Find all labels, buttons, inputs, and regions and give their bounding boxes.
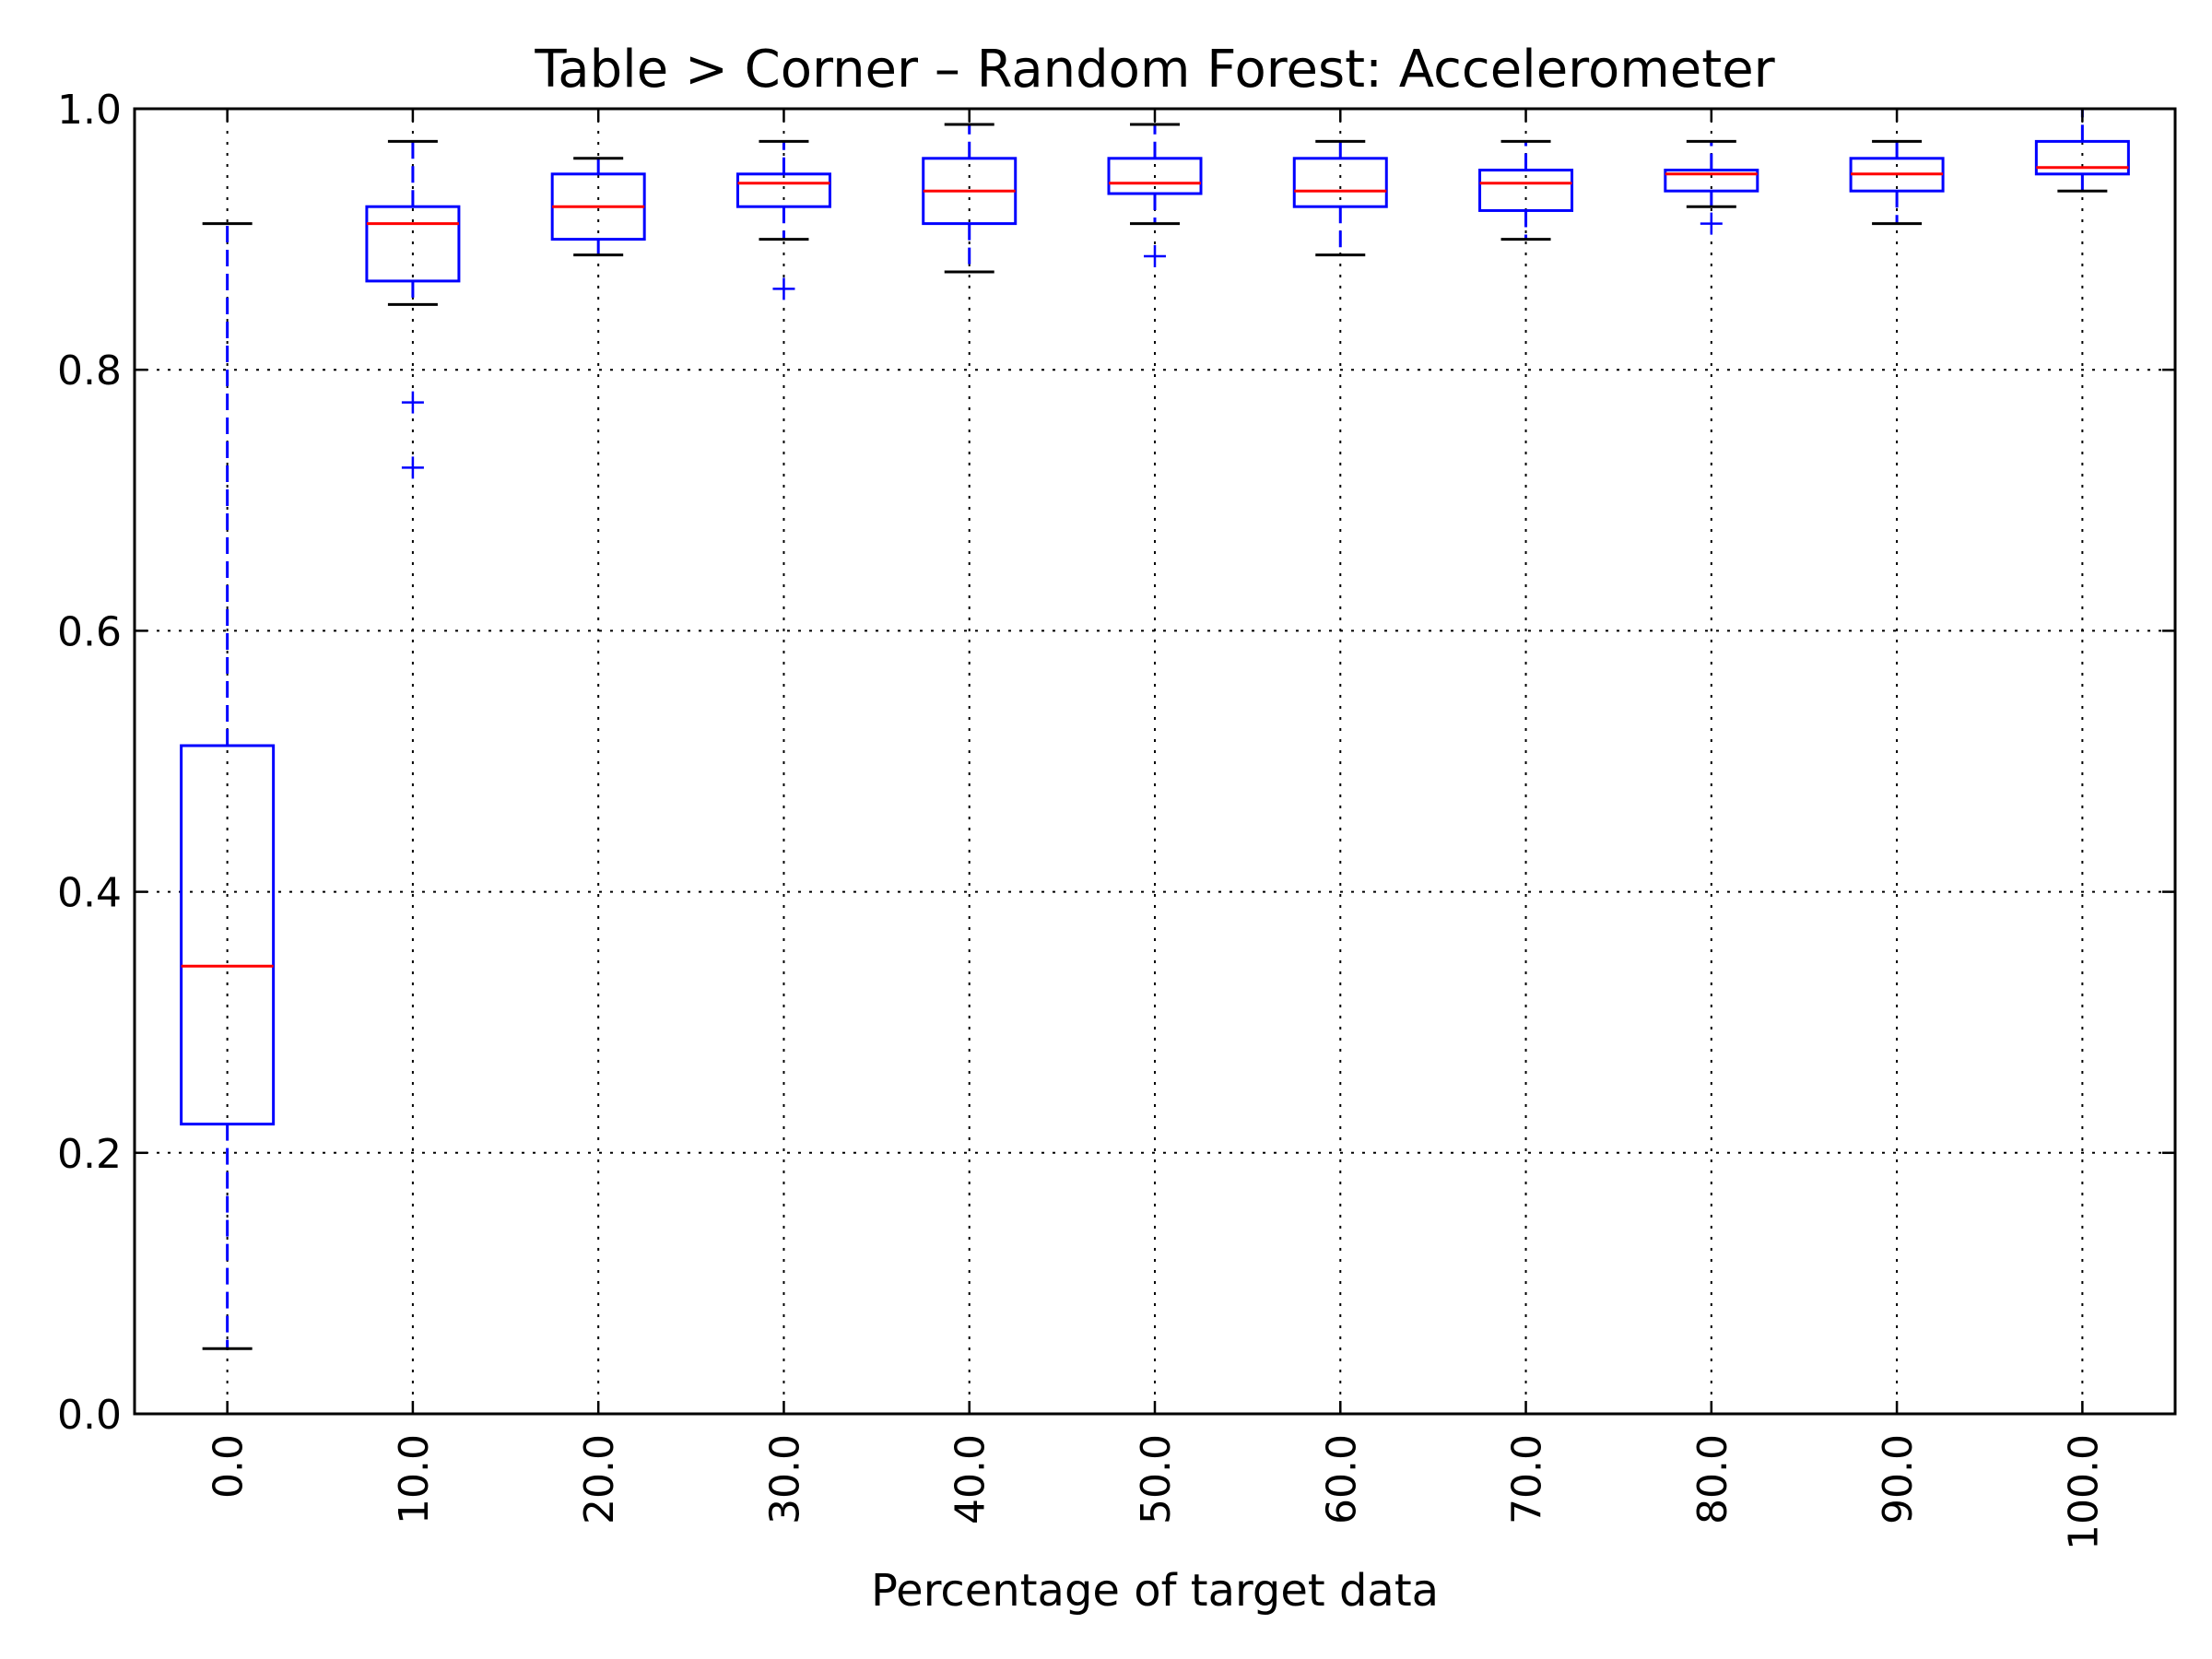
box-iqr bbox=[2034, 139, 2130, 176]
chart-title: Table > Corner – Random Forest: Accelero… bbox=[534, 40, 1775, 100]
y-tick-label: 0.8 bbox=[57, 347, 122, 394]
box-iqr bbox=[1478, 169, 1574, 212]
x-tick-label: 60.0 bbox=[1318, 1434, 1365, 1524]
x-tick-label: 30.0 bbox=[761, 1434, 808, 1524]
outlier-marker bbox=[1144, 245, 1166, 268]
y-tick-label: 0.6 bbox=[57, 608, 122, 655]
y-tick-label: 0.2 bbox=[57, 1131, 122, 1178]
box-group bbox=[922, 123, 1018, 274]
outlier-marker bbox=[401, 456, 424, 479]
axis-ticks: 0.0 0.2 0.4 0.6 0.8 1.0 0.0 10.0 20.0 30.0 40.0 50.… bbox=[57, 87, 2175, 1550]
x-tick-label: 20.0 bbox=[576, 1434, 623, 1524]
x-tick-label: 50.0 bbox=[1133, 1434, 1180, 1524]
box-group bbox=[1849, 139, 1945, 226]
outlier-marker bbox=[772, 277, 795, 300]
box-iqr bbox=[1107, 157, 1203, 195]
x-axis-label: Percentage of target data bbox=[871, 1565, 1439, 1617]
y-tick-label: 0.4 bbox=[57, 870, 122, 917]
grid-lines bbox=[135, 109, 2175, 1414]
x-tick-label: 10.0 bbox=[391, 1434, 438, 1524]
box-plot-series bbox=[180, 107, 2130, 1350]
box-group bbox=[365, 139, 461, 479]
outlier-marker bbox=[1700, 212, 1723, 235]
box-iqr bbox=[180, 744, 276, 1126]
box-iqr bbox=[365, 205, 461, 283]
box-iqr bbox=[1292, 157, 1388, 208]
box-group bbox=[1664, 139, 1759, 235]
box-group bbox=[180, 222, 276, 1350]
box-group bbox=[550, 157, 646, 257]
outlier-marker bbox=[401, 391, 424, 414]
box-group bbox=[1292, 139, 1388, 257]
box-group bbox=[1107, 123, 1203, 268]
box-group bbox=[735, 139, 831, 300]
box-iqr bbox=[1664, 169, 1759, 193]
x-tick-label: 70.0 bbox=[1504, 1434, 1551, 1524]
y-tick-label: 1.0 bbox=[57, 87, 122, 134]
x-tick-label: 80.0 bbox=[1689, 1434, 1736, 1524]
x-tick-label: 40.0 bbox=[947, 1434, 994, 1524]
x-tick-label: 90.0 bbox=[1875, 1434, 1922, 1524]
box-group bbox=[1478, 139, 1574, 241]
y-tick-label: 0.0 bbox=[57, 1392, 122, 1439]
box-iqr bbox=[735, 172, 831, 208]
x-tick-label: 100.0 bbox=[2060, 1434, 2107, 1550]
x-tick-label: 0.0 bbox=[206, 1434, 253, 1499]
